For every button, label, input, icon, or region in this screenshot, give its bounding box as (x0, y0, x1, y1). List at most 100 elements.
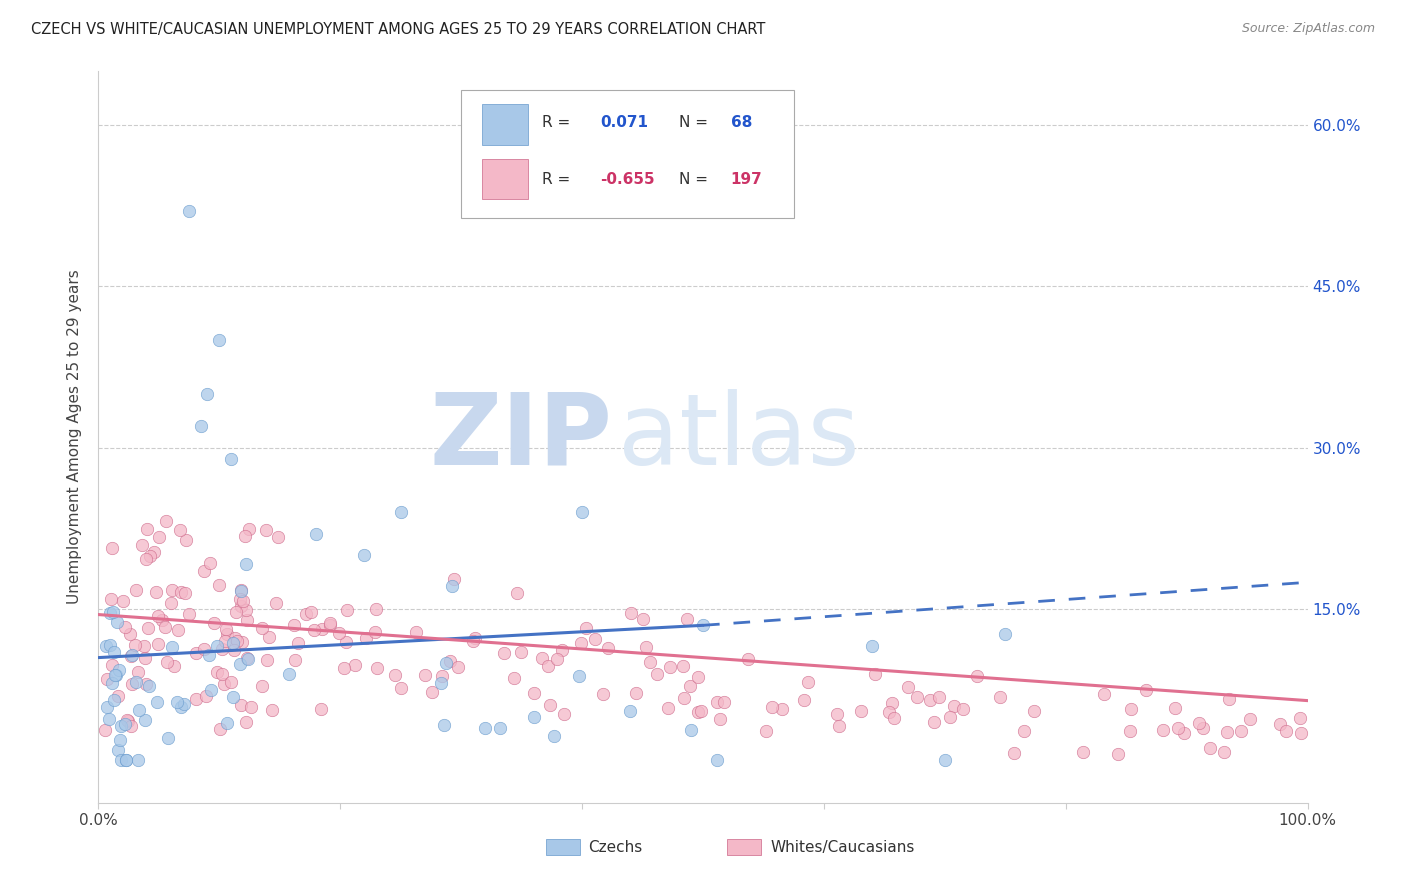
Point (1152, 723, 1174, 737)
Text: 68: 68 (731, 115, 752, 130)
Point (170, 584, 193, 599)
Point (231, 634, 253, 648)
Point (211, 642, 233, 657)
Point (110, 719, 132, 733)
Point (118, 627, 141, 641)
Point (657, 700, 679, 714)
Point (236, 651, 259, 665)
Point (825, 707, 848, 722)
Point (879, 706, 901, 720)
Point (461, 634, 484, 648)
Point (104, 668, 127, 682)
Point (405, 625, 427, 640)
Point (336, 603, 359, 617)
Point (235, 603, 257, 617)
Point (236, 651, 259, 665)
Point (97, 712, 120, 726)
Text: ZIP: ZIP (429, 389, 613, 485)
Point (592, 687, 614, 701)
Point (474, 721, 496, 735)
Point (134, 650, 156, 665)
Bar (727, 839, 761, 855)
Point (440, 579, 463, 593)
Point (236, 613, 259, 627)
Point (200, 556, 222, 570)
Point (295, 607, 318, 621)
Point (934, 753, 956, 767)
Point (240, 700, 263, 714)
Point (1119, 724, 1142, 739)
Point (939, 709, 962, 723)
Point (828, 719, 851, 733)
Point (389, 505, 412, 519)
Point (631, 612, 654, 626)
Point (115, 714, 138, 728)
Point (96, 699, 118, 714)
Bar (546, 839, 579, 855)
Point (202, 615, 225, 630)
Point (1135, 683, 1157, 698)
Point (208, 722, 231, 736)
Point (905, 690, 928, 704)
Text: atlas: atlas (619, 389, 860, 485)
Point (93, 723, 115, 738)
Text: N =: N = (679, 115, 707, 130)
Point (162, 640, 184, 654)
Point (523, 710, 546, 724)
Point (994, 627, 1017, 641)
Point (692, 618, 714, 632)
Point (100, 541, 122, 556)
Point (170, 699, 193, 714)
Point (793, 692, 815, 706)
Point (136, 622, 159, 636)
Point (124, 638, 146, 652)
Point (235, 557, 257, 571)
Point (198, 648, 221, 662)
Point (1121, 702, 1143, 716)
Point (333, 661, 356, 675)
Point (194, 689, 217, 703)
Point (121, 676, 143, 690)
Point (686, 670, 709, 684)
Point (299, 605, 322, 619)
Point (146, 609, 169, 624)
Point (364, 602, 387, 616)
Point (1166, 721, 1188, 735)
Bar (482, 104, 527, 145)
Point (318, 617, 340, 632)
Point (229, 582, 252, 597)
Point (283, 618, 305, 632)
Point (229, 599, 252, 613)
Point (413, 667, 436, 681)
Point (551, 643, 574, 657)
Point (100, 638, 122, 652)
Point (195, 387, 218, 401)
Point (215, 627, 238, 641)
Point (184, 692, 207, 706)
Point (142, 544, 165, 558)
Point (277, 667, 299, 681)
Point (353, 549, 375, 563)
Point (128, 703, 150, 717)
Point (184, 646, 207, 660)
Point (148, 530, 170, 544)
Point (166, 623, 188, 637)
Point (713, 695, 735, 709)
Point (215, 715, 238, 730)
Point (211, 667, 233, 681)
Point (254, 523, 277, 537)
Point (208, 333, 231, 347)
Text: CZECH VS WHITE/CAUCASIAN UNEMPLOYMENT AMONG AGES 25 TO 29 YEARS CORRELATION CHAR: CZECH VS WHITE/CAUCASIAN UNEMPLOYMENT AM… (31, 22, 765, 37)
Point (222, 636, 245, 650)
Point (107, 689, 129, 703)
Point (228, 657, 250, 671)
Point (761, 700, 783, 714)
Point (443, 572, 465, 586)
Point (1071, 745, 1094, 759)
Point (1173, 725, 1195, 739)
Point (918, 693, 941, 707)
Point (1199, 741, 1222, 756)
Point (439, 654, 461, 668)
Point (571, 505, 593, 519)
Point (257, 630, 280, 644)
